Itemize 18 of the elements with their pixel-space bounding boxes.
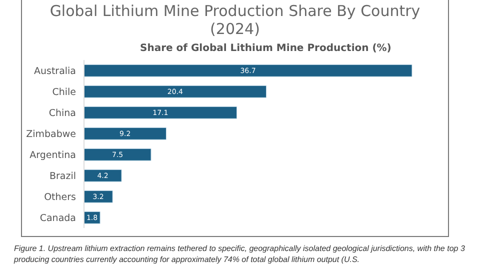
y-tick-label: Others (44, 192, 76, 203)
chart-subtitle: Share of Global Lithium Mine Production (%) (140, 43, 392, 54)
bar (84, 169, 122, 182)
y-tick-label: Australia (34, 66, 76, 77)
y-tick-label: Zimbabwe (26, 128, 76, 140)
chart-title: Global Lithium Mine Production Share By Country (2024) (48, 2, 422, 38)
y-tick-label: China (48, 108, 76, 119)
bar (84, 127, 166, 140)
bar (84, 106, 238, 119)
y-tick-label: Chile (52, 86, 76, 98)
bar (84, 85, 267, 98)
bar (84, 190, 113, 203)
y-tick-label: Canada (40, 212, 76, 224)
y-tick-label: Brazil (49, 170, 76, 182)
caption: Figure 1. Upstream lithium extraction remains tethered to specific, geographically isolated geological jurisdictions, with the top 3 producing countries currently accounting for approximately 74% of total global lithium output (U.S. (14, 243, 466, 265)
bar (84, 64, 412, 77)
y-tick-label: Argentina (30, 150, 76, 161)
bar (84, 148, 152, 161)
